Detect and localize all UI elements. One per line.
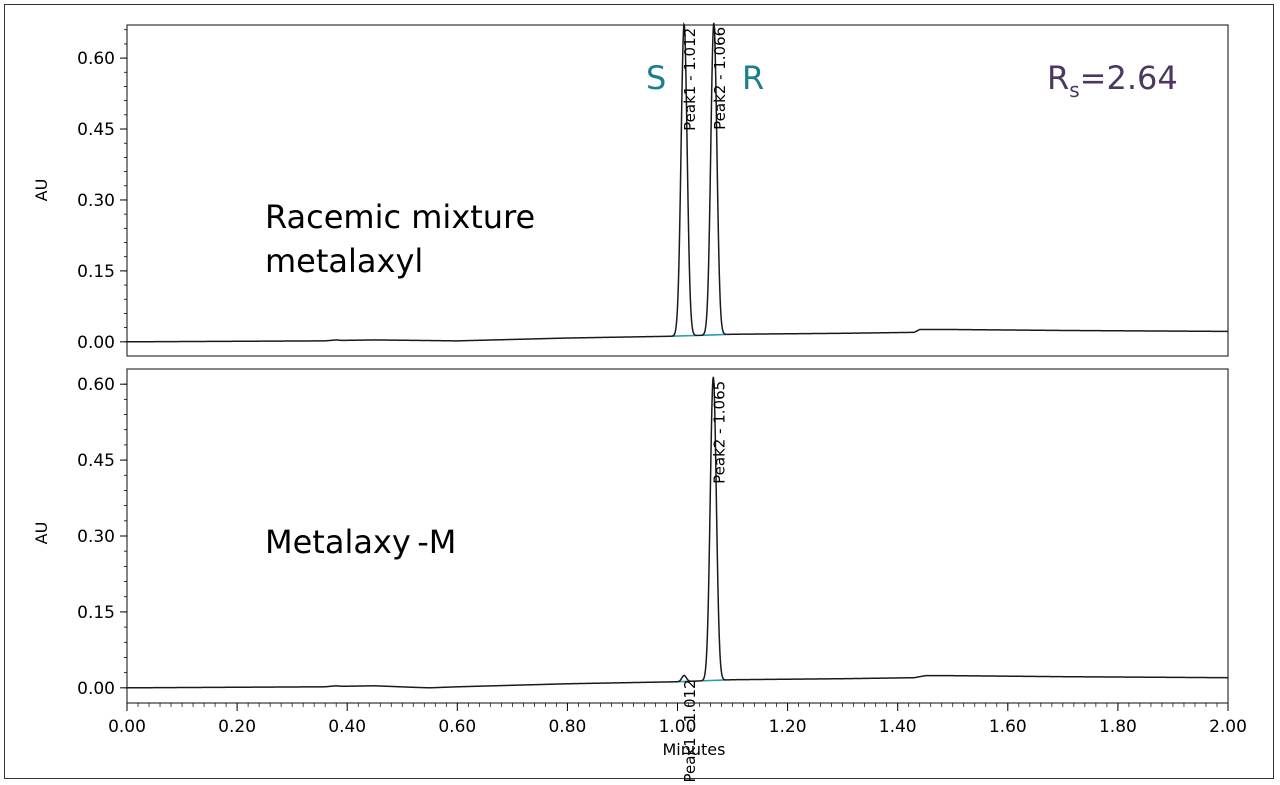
top-integration-baseline bbox=[671, 333, 726, 338]
peak-baseline bbox=[701, 333, 726, 337]
x-tick-label: 0.00 bbox=[108, 717, 146, 737]
peak-baseline bbox=[701, 679, 726, 682]
peak-label-peak1: Peak1 - 1.012 bbox=[681, 28, 699, 131]
y-tick-label: 0.00 bbox=[77, 333, 115, 353]
x-tick-label: 0.40 bbox=[328, 717, 366, 737]
bottom-chromatogram-trace bbox=[127, 376, 1229, 689]
x-tick-label: 0.60 bbox=[438, 717, 476, 737]
y-tick-label: 0.00 bbox=[77, 679, 115, 699]
y-tick-label: 0.60 bbox=[77, 375, 115, 395]
y-tick-label: 0.45 bbox=[77, 451, 115, 471]
x-tick-label: 0.20 bbox=[218, 717, 256, 737]
panel-bottom: 0.00 0.15 0.30 0.45 0.60 0.00 0.20 0.40 0.60 0.8… bbox=[32, 368, 1247, 783]
y-tick-label: 0.30 bbox=[77, 527, 115, 547]
top-annotation-line-2: metalaxyl bbox=[265, 242, 423, 280]
top-plot-area bbox=[126, 24, 1229, 357]
bottom-x-axis: 0.00 0.20 0.40 0.60 0.80 1.00 1.20 1.40 1.60 1.80… bbox=[108, 703, 1247, 737]
top-y-axis: 0.00 0.15 0.30 0.45 0.60 bbox=[77, 29, 127, 353]
x-tick-label: 1.80 bbox=[1099, 717, 1137, 737]
peak-label-peak2: Peak2 - 1.066 bbox=[711, 27, 729, 130]
top-y-axis-title: AU bbox=[32, 179, 51, 202]
y-tick-label: 0.30 bbox=[77, 191, 115, 211]
peak-label-peak1: Peak1 - 1.012 bbox=[681, 679, 699, 782]
top-peak-labels: Peak1 - 1.012 Peak2 - 1.066 bbox=[681, 27, 729, 131]
resolution-symbol: R bbox=[1047, 59, 1069, 97]
panel-top: 0.000.150.300.450.60 AU Peak1 - 1.012 Pea… bbox=[32, 22, 1229, 357]
bottom-y-axis: 0.00 0.15 0.30 0.45 0.60 bbox=[77, 375, 127, 699]
x-tick-label: 1.20 bbox=[769, 717, 807, 737]
x-tick-label: 1.00 bbox=[659, 717, 697, 737]
bottom-annotation-line-1: Metalaxy -M bbox=[265, 523, 456, 561]
peak-label-peak2: Peak2 - 1.065 bbox=[710, 381, 728, 484]
peak-baseline bbox=[671, 334, 697, 338]
enantiomer-r-label: R bbox=[742, 59, 764, 97]
enantiomer-s-label: S bbox=[646, 59, 666, 97]
resolution-value: =2.64 bbox=[1080, 59, 1178, 97]
figure-frame bbox=[4, 4, 1274, 779]
resolution-subscript: s bbox=[1069, 78, 1079, 102]
x-tick-label: 1.60 bbox=[989, 717, 1027, 737]
x-tick-label: 0.80 bbox=[548, 717, 586, 737]
bottom-peak-labels: Peak1 - 1.012 Peak2 - 1.065 bbox=[681, 381, 728, 783]
x-axis-title: Minutes bbox=[663, 740, 726, 759]
y-tick-label: 0.60 bbox=[77, 49, 115, 69]
y-tick-label: 0.15 bbox=[77, 603, 115, 623]
resolution-label: Rs=2.64 bbox=[1047, 59, 1178, 102]
x-tick-label: 1.40 bbox=[879, 717, 917, 737]
x-tick-label: 2.00 bbox=[1209, 717, 1247, 737]
top-annotation-line-1: Racemic mixture bbox=[265, 198, 535, 236]
top-chromatogram-trace bbox=[127, 22, 1228, 343]
bottom-y-axis-title: AU bbox=[32, 522, 51, 545]
y-tick-label: 0.45 bbox=[77, 120, 115, 140]
y-tick-label: 0.15 bbox=[77, 262, 115, 282]
